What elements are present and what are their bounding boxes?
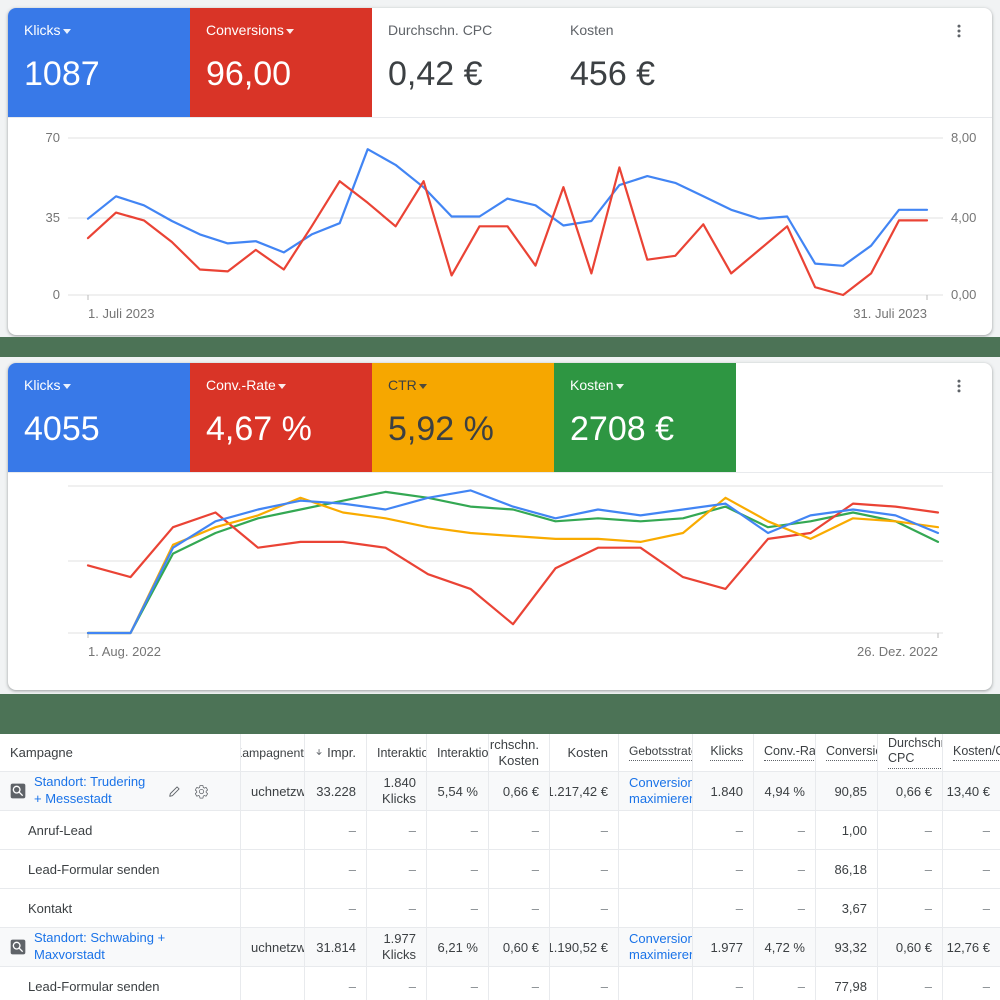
- svg-text:1. Aug. 2022: 1. Aug. 2022: [88, 644, 161, 659]
- svg-text:4,00: 4,00: [951, 210, 976, 225]
- svg-text:0: 0: [53, 287, 60, 302]
- svg-text:8,00: 8,00: [951, 130, 976, 145]
- svg-text:26. Dez. 2022: 26. Dez. 2022: [857, 644, 938, 659]
- svg-text:0,00: 0,00: [951, 287, 976, 302]
- svg-text:1. Juli 2023: 1. Juli 2023: [88, 306, 155, 321]
- svg-text:70: 70: [46, 130, 60, 145]
- svg-text:31. Juli 2023: 31. Juli 2023: [853, 306, 927, 321]
- svg-text:35: 35: [46, 210, 60, 225]
